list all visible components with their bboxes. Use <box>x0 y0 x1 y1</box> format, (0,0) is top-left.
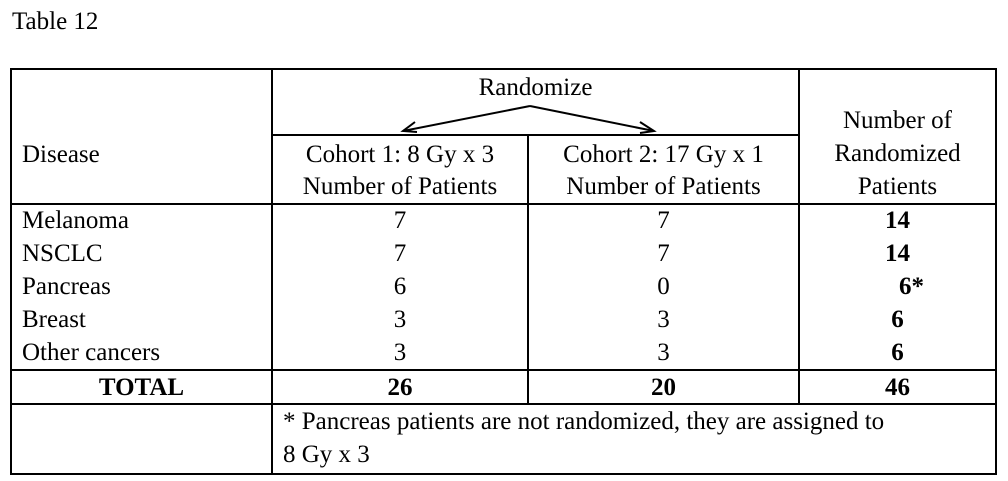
header-randomize: Randomize <box>478 74 593 101</box>
totals-label: TOTAL <box>98 374 185 401</box>
row-total: 14 <box>885 240 910 267</box>
header-divider <box>10 203 997 205</box>
row-total: 6* <box>899 273 924 300</box>
row-disease: Other cancers <box>22 339 161 366</box>
footnote-line1: * Pancreas patients are not randomized, … <box>283 408 885 435</box>
row-cohort2: 3 <box>657 339 670 366</box>
header-total-line3: Patients <box>857 173 938 200</box>
header-total-line1: Number of <box>843 107 952 134</box>
totals-cohort2: 20 <box>651 374 676 401</box>
row-disease: NSCLC <box>22 240 103 267</box>
header-total-line2: Randomized <box>834 140 961 167</box>
row-cohort1: 6 <box>393 273 407 300</box>
row-disease: Pancreas <box>22 273 111 300</box>
header-cohort2-title: Cohort 2: 17 Gy x 1 <box>563 141 764 168</box>
col-divider-total <box>798 68 800 404</box>
row-cohort1: 3 <box>393 306 407 333</box>
row-cohort2: 7 <box>657 207 670 234</box>
row-total: 14 <box>885 207 910 234</box>
table-border-bottom <box>10 473 997 475</box>
col-divider-disease <box>271 68 273 475</box>
header-cohort1-title: Cohort 1: 8 Gy x 3 <box>305 141 495 168</box>
table-border-top <box>10 68 997 70</box>
totals-divider-top <box>10 369 997 371</box>
row-cohort1: 3 <box>393 339 407 366</box>
footnote-line2: 8 Gy x 3 <box>283 441 370 468</box>
table-border-right <box>995 68 997 475</box>
header-disease: Disease <box>22 141 100 168</box>
table-border-left <box>10 68 12 475</box>
row-total: 6 <box>891 339 904 366</box>
randomize-arrows <box>400 105 657 134</box>
row-cohort2: 3 <box>657 306 670 333</box>
totals-divider-bottom <box>10 403 997 405</box>
header-cohort1-subtitle: Number of Patients <box>302 173 498 200</box>
table-caption: Table 12 <box>12 8 99 35</box>
row-cohort1: 7 <box>393 240 407 267</box>
row-total: 6 <box>891 306 904 333</box>
row-cohort1: 7 <box>393 207 407 234</box>
row-disease: Breast <box>22 306 86 333</box>
header-cohort2-subtitle: Number of Patients <box>566 173 761 200</box>
patients-table: Disease Randomize Cohort 1: 8 Gy x 3 Num… <box>10 68 997 475</box>
row-cohort2: 0 <box>657 273 670 300</box>
totals-cohort1: 26 <box>387 374 413 401</box>
row-disease: Melanoma <box>22 207 129 234</box>
col-divider-cohorts <box>527 134 529 404</box>
header-divider-cohorts <box>271 134 800 136</box>
row-cohort2: 7 <box>657 240 670 267</box>
totals-total: 46 <box>885 374 910 401</box>
